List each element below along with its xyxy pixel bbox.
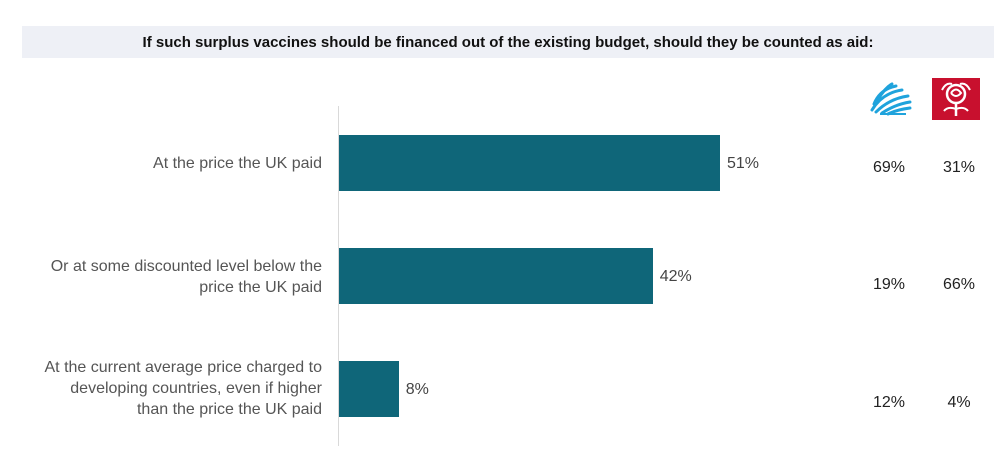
conservative-value: 12% xyxy=(872,394,906,411)
bar xyxy=(339,248,653,304)
bar-value-label: 51% xyxy=(727,155,760,172)
bar xyxy=(339,135,720,191)
chart-title-bar: If such surplus vaccines should be finan… xyxy=(22,26,994,58)
labour-rose-logo-icon xyxy=(932,78,980,120)
category-axis-line xyxy=(338,106,339,446)
category-label: At the price the UK paid xyxy=(153,155,322,172)
labour-value: 66% xyxy=(942,276,976,293)
conservative-value: 69% xyxy=(872,159,906,176)
conservative-tree-logo-icon xyxy=(870,82,912,116)
labour-value: 31% xyxy=(942,159,976,176)
category-label: At the current average price charged to … xyxy=(44,359,323,418)
chart-title: If such surplus vaccines should be finan… xyxy=(142,33,874,51)
category-label: Or at some discounted level below the pr… xyxy=(50,258,322,296)
bar-value-label: 8% xyxy=(405,381,429,398)
labour-value: 4% xyxy=(947,394,971,411)
bar-value-label: 42% xyxy=(659,268,692,285)
bar xyxy=(339,361,399,417)
conservative-value: 19% xyxy=(872,276,906,293)
